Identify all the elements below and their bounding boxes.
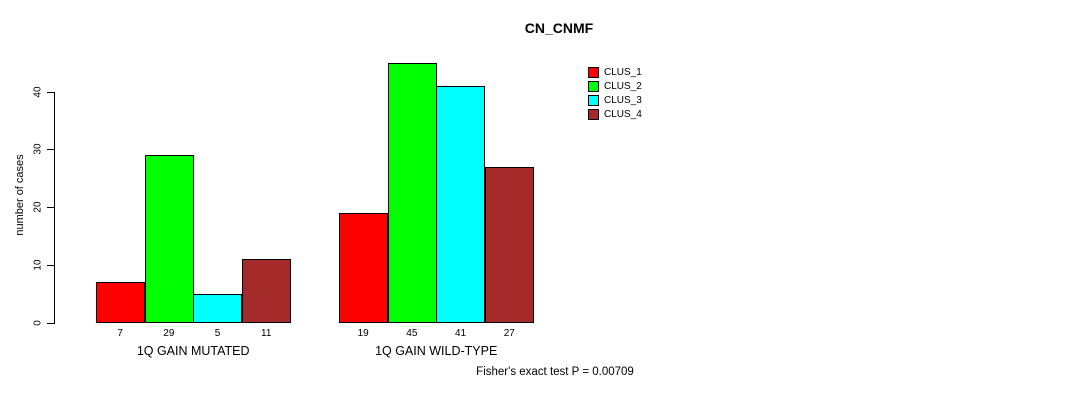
y-axis-tick	[47, 264, 54, 266]
legend-label: CLUS_3	[604, 94, 642, 106]
y-axis-line	[54, 91, 55, 324]
y-axis-label: number of cases	[14, 154, 26, 236]
legend-label: CLUS_2	[604, 80, 642, 92]
legend-item-clus_4: CLUS_4	[588, 108, 642, 122]
bar-value-label: 29	[163, 327, 175, 339]
bar-clus_1-group2	[338, 212, 389, 323]
legend-swatch-clus_1	[588, 66, 599, 78]
legend: CLUS_1 CLUS_2 CLUS_3 CLUS_4	[588, 65, 642, 122]
x-axis-group-label: 1Q GAIN WILD-TYPE	[375, 344, 498, 358]
y-axis-tick-label: 40	[32, 85, 44, 98]
bar-clus_2-group1	[144, 155, 194, 323]
y-axis-tick-label: 10	[32, 259, 44, 271]
legend-label: CLUS_4	[604, 109, 642, 121]
legend-item-clus_2: CLUS_2	[588, 79, 642, 93]
bar-clus_4-group2	[484, 166, 535, 323]
bar-value-label: 11	[261, 327, 272, 339]
bar-value-label: 27	[503, 327, 515, 339]
chart-title: CN_CNMF	[524, 20, 594, 36]
bar-value-label: 5	[214, 327, 221, 339]
fisher-test-annotation: Fisher's exact test P = 0.00709	[476, 366, 634, 378]
bar-clus_3-group2	[436, 85, 486, 323]
legend-swatch-clus_4	[588, 109, 599, 121]
bar-clus_2-group2	[387, 62, 437, 323]
y-axis-tick	[47, 322, 54, 324]
y-axis-tick	[47, 149, 54, 151]
y-axis-tick-label: 0	[32, 319, 44, 326]
legend-swatch-clus_2	[588, 80, 599, 92]
bar-value-label: 19	[357, 327, 369, 339]
legend-label: CLUS_1	[604, 66, 642, 78]
bar-clus_1-group1	[95, 282, 146, 323]
bar-value-label: 41	[454, 327, 467, 339]
legend-swatch-clus_3	[588, 94, 599, 106]
bar-clus_3-group1	[193, 293, 243, 323]
y-axis-tick-label: 30	[32, 143, 44, 155]
y-axis-tick	[47, 207, 54, 208]
legend-item-clus_3: CLUS_3	[588, 93, 642, 107]
bar-value-label: 7	[117, 327, 123, 339]
x-axis-group-label: 1Q GAIN MUTATED	[136, 344, 250, 358]
y-axis-tick-label: 20	[32, 201, 44, 213]
bar-value-label: 45	[406, 327, 418, 339]
bar-clus_4-group1	[241, 258, 292, 323]
legend-item-clus_1: CLUS_1	[588, 65, 642, 79]
y-axis-tick	[47, 91, 54, 93]
